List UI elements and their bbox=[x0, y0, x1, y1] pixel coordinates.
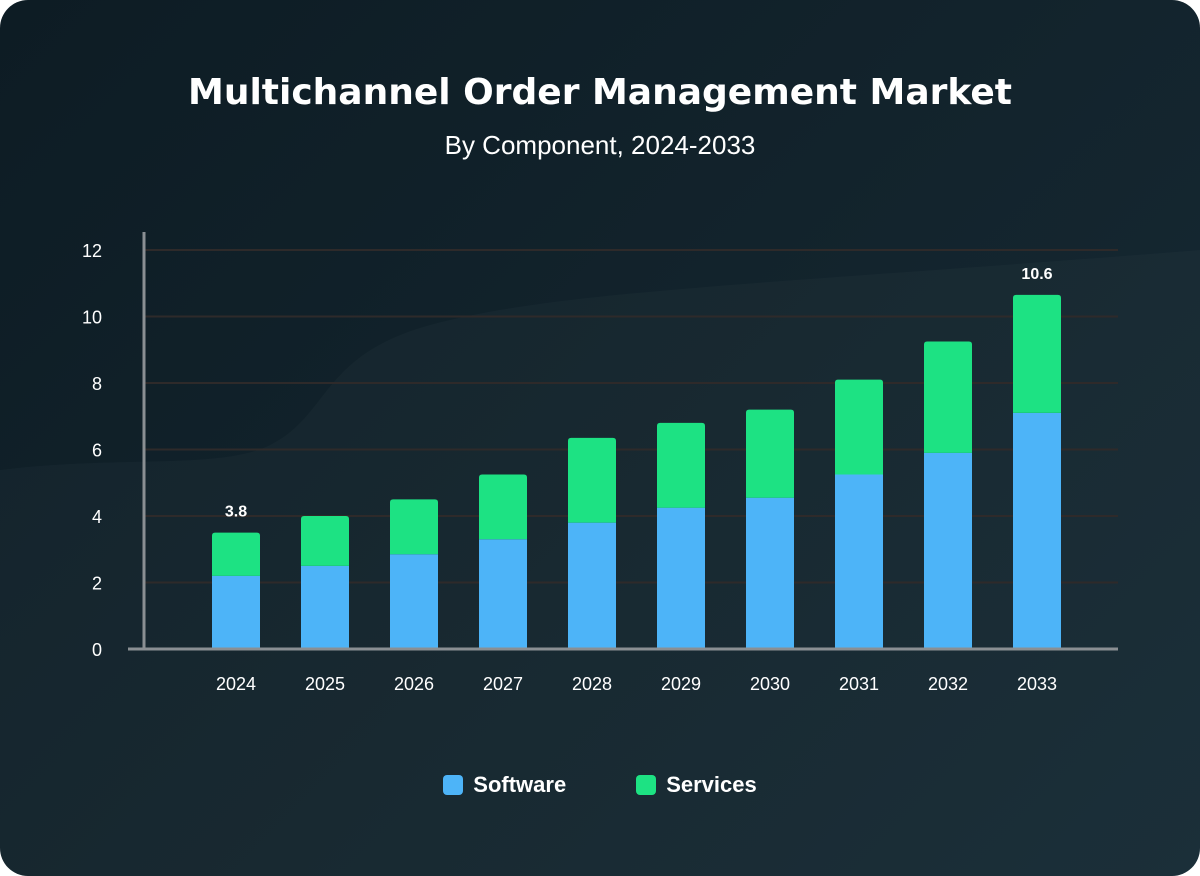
bar-services-2027 bbox=[479, 474, 527, 540]
x-tick-label: 2028 bbox=[572, 674, 612, 694]
bar-services-2030 bbox=[746, 409, 794, 498]
data-label-2033: 10.6 bbox=[1021, 266, 1052, 283]
bar-software-2026 bbox=[390, 554, 438, 649]
bar-services-2033 bbox=[1013, 294, 1061, 413]
legend-swatch-software bbox=[443, 775, 464, 795]
y-tick-label: 8 bbox=[92, 374, 102, 394]
x-tick-label: 2032 bbox=[928, 674, 968, 694]
chart-subtitle: By Component, 2024-2033 bbox=[444, 130, 756, 160]
bar-software-2033 bbox=[1013, 412, 1061, 649]
bar-services-2029 bbox=[657, 422, 705, 508]
legend-item-services[interactable]: Services bbox=[636, 772, 757, 798]
data-label-2024: 3.8 bbox=[225, 504, 247, 521]
bar-software-2025 bbox=[301, 565, 349, 649]
legend-swatch-services bbox=[636, 775, 657, 795]
bar-software-2031 bbox=[835, 474, 883, 649]
legend-label-software: Software bbox=[473, 772, 567, 797]
x-tick-label: 2024 bbox=[216, 674, 256, 694]
bar-services-2024 bbox=[212, 532, 260, 576]
bar-services-2031 bbox=[835, 379, 883, 475]
x-tick-label: 2026 bbox=[394, 674, 434, 694]
legend-item-software[interactable]: Software bbox=[443, 772, 566, 798]
bar-services-2025 bbox=[301, 516, 349, 566]
y-tick-label: 10 bbox=[82, 308, 102, 328]
x-tick-label: 2025 bbox=[305, 674, 345, 694]
y-tick-label: 12 bbox=[82, 241, 102, 261]
bar-software-2027 bbox=[479, 539, 527, 649]
x-tick-label: 2027 bbox=[483, 674, 523, 694]
bar-software-2029 bbox=[657, 507, 705, 649]
y-tick-label: 4 bbox=[92, 507, 102, 527]
x-tick-label: 2031 bbox=[839, 674, 879, 694]
bar-services-2032 bbox=[924, 341, 972, 453]
chart-title: Multichannel Order Management Market bbox=[188, 72, 1012, 113]
bar-services-2028 bbox=[568, 437, 616, 523]
bar-software-2024 bbox=[212, 575, 260, 649]
legend-label-services: Services bbox=[666, 772, 757, 797]
bar-software-2030 bbox=[746, 497, 794, 649]
x-tick-label: 2033 bbox=[1017, 674, 1057, 694]
bar-software-2032 bbox=[924, 452, 972, 649]
y-tick-label: 2 bbox=[92, 574, 102, 594]
y-tick-label: 0 bbox=[92, 640, 102, 660]
x-tick-label: 2029 bbox=[661, 674, 701, 694]
bar-services-2026 bbox=[390, 499, 438, 555]
bar-software-2028 bbox=[568, 522, 616, 649]
x-tick-label: 2030 bbox=[750, 674, 790, 694]
y-tick-label: 6 bbox=[92, 441, 102, 461]
legend: Software Services bbox=[0, 772, 1200, 798]
